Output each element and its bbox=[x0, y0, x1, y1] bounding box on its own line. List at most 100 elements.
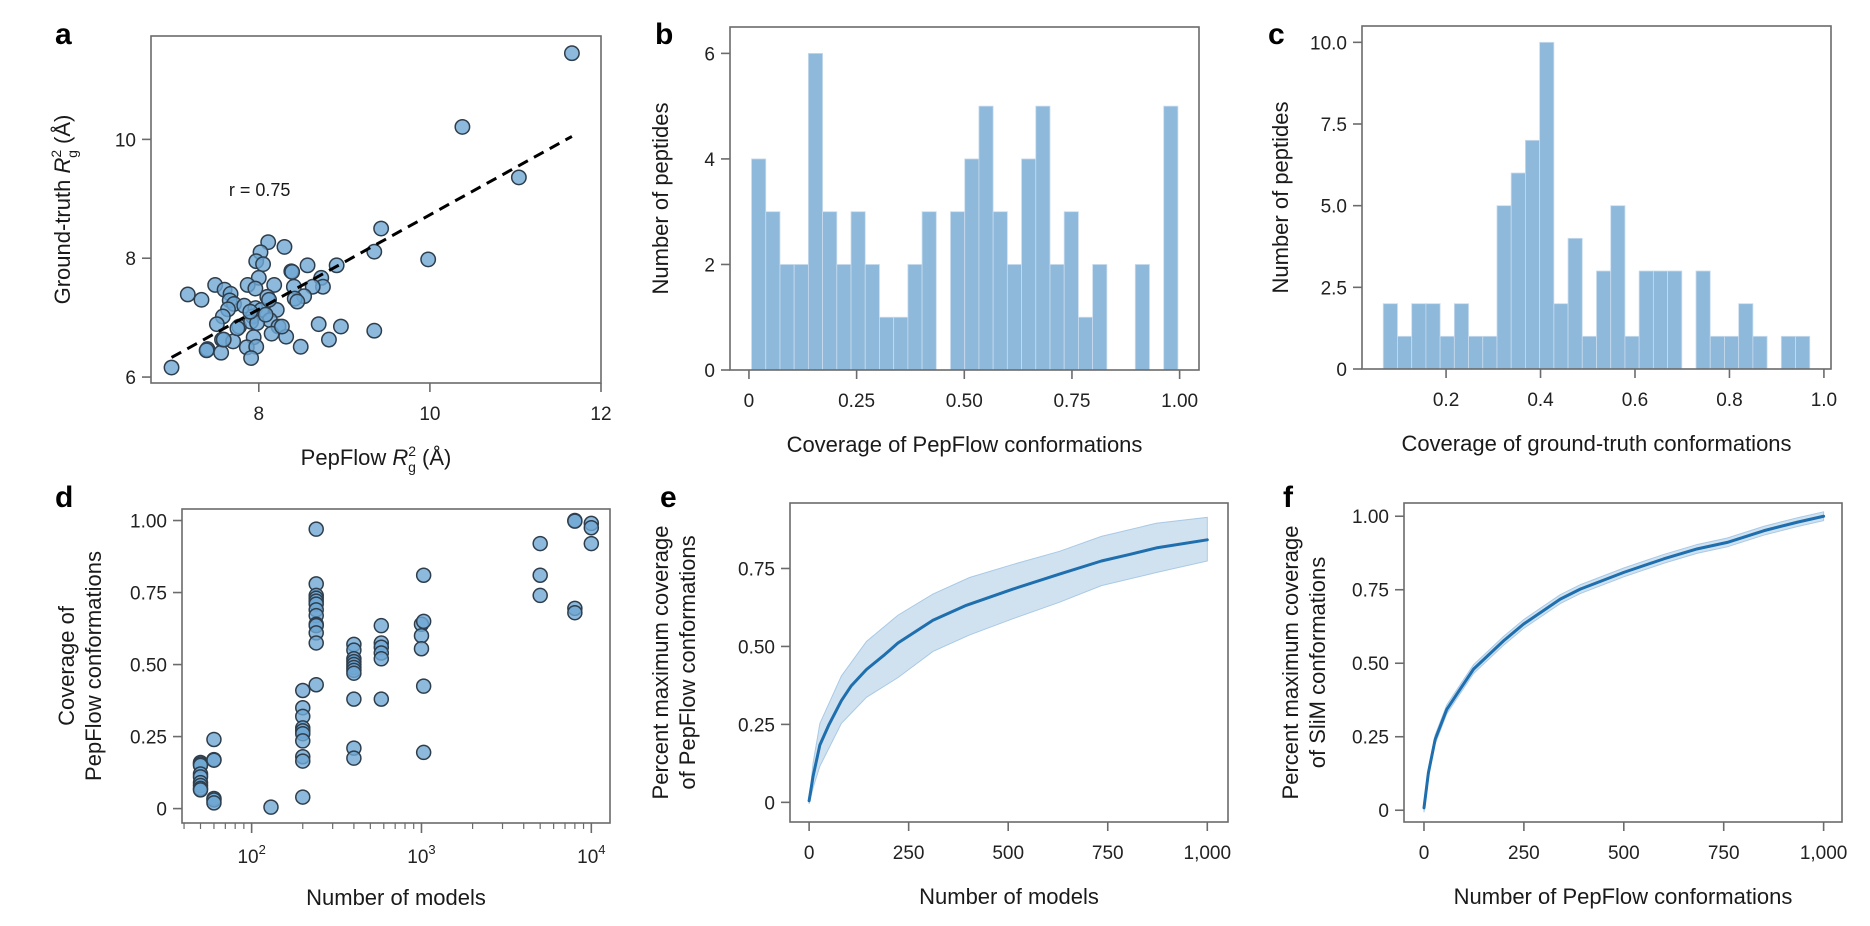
histogram-bar bbox=[1709, 335, 1725, 370]
x-tick-label: 250 bbox=[1508, 843, 1540, 864]
x-tick-label: 104 bbox=[577, 842, 605, 868]
x-tick-label: 0 bbox=[1419, 843, 1430, 864]
y-tick-label: 0.75 bbox=[738, 559, 775, 580]
data-point bbox=[346, 691, 362, 707]
data-point bbox=[346, 665, 362, 681]
x-tick-label: 0.25 bbox=[838, 391, 875, 412]
histogram-bar bbox=[1468, 335, 1484, 370]
y-axis-title: Percent maximum coverageof SliM conforma… bbox=[1278, 526, 1330, 800]
y-tick-label: 0.25 bbox=[1352, 728, 1389, 749]
data-point bbox=[366, 322, 383, 339]
histogram-bar bbox=[1163, 105, 1179, 371]
histogram-bar bbox=[1092, 264, 1108, 371]
panel-letter: c bbox=[1268, 18, 1285, 51]
x-tick-label: 1.0 bbox=[1811, 390, 1837, 411]
histogram-bar bbox=[907, 264, 923, 371]
data-point bbox=[266, 277, 283, 293]
histogram-bar bbox=[1695, 270, 1711, 370]
x-tick-label: 0 bbox=[804, 843, 815, 864]
data-point bbox=[373, 617, 390, 634]
panel-f-coverage-curve: 0 0.25 0.50 0.75 1.00 0 250 500 750 1,000 Number o… bbox=[1278, 481, 1847, 909]
mean-curve bbox=[1422, 514, 1826, 810]
data-point bbox=[295, 753, 311, 769]
histogram-bar bbox=[1021, 158, 1037, 371]
data-point bbox=[206, 752, 222, 768]
y-tick-label: 0.75 bbox=[1352, 581, 1389, 602]
data-point bbox=[420, 251, 437, 268]
y-axis-title-line: PepFlow conformations bbox=[81, 551, 106, 781]
y-tick-label: 8 bbox=[125, 249, 136, 270]
x-tick-label: 750 bbox=[1708, 843, 1740, 864]
data-point bbox=[373, 220, 390, 237]
histogram-bar bbox=[1510, 172, 1526, 370]
data-point bbox=[257, 306, 274, 323]
y-axis-title-line: Percent maximum coverage bbox=[1278, 526, 1303, 800]
data-point bbox=[284, 263, 301, 280]
x-tick-label: 8 bbox=[254, 404, 265, 425]
y-tick-label: 10.0 bbox=[1310, 33, 1347, 54]
data-point bbox=[289, 293, 306, 310]
data-point bbox=[415, 613, 432, 630]
y-axis-title-line: Coverage of bbox=[54, 605, 79, 726]
label-text: (Å) bbox=[416, 445, 451, 470]
y-tick-label: 7.5 bbox=[1321, 115, 1347, 136]
y-tick-label: 0.75 bbox=[130, 584, 167, 605]
data-point bbox=[532, 567, 548, 584]
data-point bbox=[308, 676, 324, 693]
histogram-bar bbox=[751, 158, 767, 371]
data-point bbox=[255, 256, 272, 273]
histogram-bar bbox=[1411, 303, 1427, 370]
histogram-bar bbox=[793, 264, 809, 371]
histogram-bar bbox=[1624, 335, 1640, 370]
tick-exponent: 3 bbox=[428, 842, 435, 857]
axes-frame bbox=[150, 35, 602, 384]
data-point bbox=[308, 521, 324, 537]
data-point bbox=[373, 651, 390, 667]
histogram-bar bbox=[1652, 270, 1668, 370]
data-point bbox=[510, 169, 527, 186]
histogram-bar bbox=[1738, 303, 1754, 370]
histogram-bar bbox=[879, 316, 895, 371]
histogram-bar bbox=[1439, 335, 1455, 370]
data-point bbox=[415, 567, 432, 584]
x-tick-label: 102 bbox=[237, 842, 265, 868]
y-axis-title: Coverage ofPepFlow conformations bbox=[54, 551, 106, 781]
histogram-bar bbox=[1780, 335, 1796, 370]
data-point bbox=[332, 318, 349, 335]
x-tick-label: 250 bbox=[893, 843, 925, 864]
histogram-bar bbox=[1610, 205, 1626, 370]
data-point bbox=[206, 731, 222, 748]
panel-letter: f bbox=[1283, 481, 1294, 514]
histogram-bar bbox=[1525, 139, 1541, 370]
scatter-points bbox=[163, 45, 580, 376]
axes-frame bbox=[1361, 25, 1832, 370]
x-tick-label: 0.8 bbox=[1716, 390, 1742, 411]
mean-curve bbox=[807, 538, 1209, 803]
label-text: (Å) bbox=[50, 115, 75, 150]
data-point bbox=[373, 691, 390, 707]
histogram-bar bbox=[1078, 316, 1094, 371]
data-point bbox=[299, 257, 316, 274]
y-tick-label: 4 bbox=[704, 150, 715, 171]
data-point bbox=[192, 782, 209, 798]
data-point bbox=[415, 678, 432, 694]
label-superscript: 2 bbox=[48, 150, 64, 158]
data-point bbox=[247, 280, 264, 297]
panel-letter: b bbox=[655, 18, 673, 51]
x-tick-label: 0.4 bbox=[1527, 390, 1554, 411]
data-point bbox=[229, 320, 246, 337]
data-point bbox=[320, 331, 337, 348]
label-variable: R bbox=[392, 445, 408, 470]
panel-letter: a bbox=[55, 18, 72, 51]
data-point bbox=[413, 628, 430, 644]
histogram-bar bbox=[1638, 270, 1654, 370]
y-axis-title: Number of peptides bbox=[648, 103, 673, 295]
x-tick-label: 0.50 bbox=[946, 391, 983, 412]
y-tick-label: 10 bbox=[115, 130, 136, 151]
data-point bbox=[208, 316, 225, 333]
data-point bbox=[198, 342, 215, 359]
x-axis-title: Number of models bbox=[306, 885, 486, 910]
y-tick-label: 0.50 bbox=[1352, 654, 1389, 675]
y-axis-title: Number of peptides bbox=[1268, 102, 1293, 294]
